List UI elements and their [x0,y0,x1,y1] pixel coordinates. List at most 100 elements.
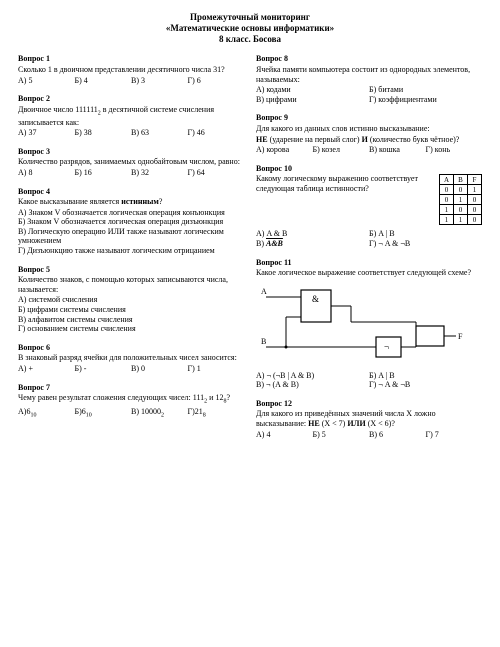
q11-c: В) ¬ (A & B) [256,380,369,390]
q2-a: А) 37 [18,128,75,138]
logic-diagram: A B & ¬ [256,282,482,367]
q7-d: Г)218 [188,407,245,420]
q8-title: Вопрос 8 [256,54,482,64]
q12-b: Б) 5 [313,430,370,440]
q6-text: В знаковый разряд ячейки для положительн… [18,353,244,363]
question-12: Вопрос 12 Для какого из приведённых знач… [256,399,482,439]
question-9: Вопрос 9 Для какого из данных слов истин… [256,113,482,154]
q1-b: Б) 4 [75,76,132,86]
q3-c: В) 32 [131,168,188,178]
q1-c: В) 3 [131,76,188,86]
diag-label-a: A [261,287,267,296]
header: Промежуточный мониторинг «Математические… [18,12,482,44]
q12-a: А) 4 [256,430,313,440]
q6-d: Г) 1 [188,364,245,374]
q9-d: Г) конь [426,145,483,155]
q5-text: Количество знаков, с помощью которых зап… [18,275,244,294]
q4-b: Б) Знаком V обозначается логическая опер… [18,217,244,227]
q5-options: А) системой счисления Б) цифрами системы… [18,295,244,333]
q5-b: Б) цифрами системы счисления [18,305,244,315]
question-6: Вопрос 6 В знаковый разряд ячейки для по… [18,343,244,374]
q10-b: Б) A | B [369,229,482,239]
q10-c: В) A&B [256,239,369,249]
q7-c: В) 100002 [131,407,188,420]
q10-options: А) A & BБ) A | B В) A&B Г) ¬ A & ¬B [256,229,482,248]
q2-c: В) 63 [131,128,188,138]
q4-text: Какое высказывание является истинным? [18,197,244,207]
q10-text: Какому логическому выражению соответству… [256,174,433,193]
q3-a: А) 8 [18,168,75,178]
q4-a: А) Знаком V обозначается логическая опер… [18,208,244,218]
q6-options: А) + Б) - В) 0 Г) 1 [18,364,244,374]
q3-options: А) 8 Б) 16 В) 32 Г) 64 [18,168,244,178]
q2-options: А) 37 Б) 38 В) 63 Г) 46 [18,128,244,138]
question-1: Вопрос 1 Сколько 1 в двоичном представле… [18,54,244,85]
q10-title: Вопрос 10 [256,164,482,174]
q2-d: Г) 46 [188,128,245,138]
title-line-3: 8 класс. Босова [18,34,482,45]
q8-a: А) кодами [256,85,369,95]
q12-text: Для какого из приведённых значений числа… [256,409,482,428]
q10-a: А) A & B [256,229,369,239]
q9-options: А) корова Б) козел В) кошка Г) конь [256,145,482,155]
q12-options: А) 4 Б) 5 В) 6 Г) 7 [256,430,482,440]
q11-b: Б) A | B [369,371,482,381]
q9-title: Вопрос 9 [256,113,482,123]
q3-b: Б) 16 [75,168,132,178]
q11-title: Вопрос 11 [256,258,482,268]
q8-text: Ячейка памяти компьютера состоит из одно… [256,65,482,84]
question-2: Вопрос 2 Двоичное число 1111112 в десяти… [18,94,244,138]
left-column: Вопрос 1 Сколько 1 в двоичном представле… [18,54,244,448]
diag-label-f: F [458,332,463,341]
q7-b: Б)610 [75,407,132,420]
diag-label-b: B [261,337,266,346]
q4-c: В) Логическую операцию ИЛИ также называю… [18,227,244,246]
diag-and: & [312,294,319,304]
q3-text: Количество разрядов, занимаемых однобайт… [18,157,244,167]
q10-d: Г) ¬ A & ¬B [369,239,482,249]
q9-text1: Для какого из данных слов истинно высказ… [256,124,482,134]
q12-c: В) 6 [369,430,426,440]
q3-title: Вопрос 3 [18,147,244,157]
q9-b: Б) козел [313,145,370,155]
q7-a: А)610 [18,407,75,420]
q9-c: В) кошка [369,145,426,155]
q6-c: В) 0 [131,364,188,374]
question-5: Вопрос 5 Количество знаков, с помощью ко… [18,265,244,334]
q1-title: Вопрос 1 [18,54,244,64]
q11-text: Какое логическое выражение соответствует… [256,268,482,278]
q5-a: А) системой счисления [18,295,244,305]
q11-d: Г) ¬ A & ¬B [369,380,482,390]
title-line-1: Промежуточный мониторинг [18,12,482,23]
question-4: Вопрос 4 Какое высказывание является ист… [18,187,244,256]
q5-c: В) алфавитом системы счисления [18,315,244,325]
q11-a: А) ¬ (¬B | A & B) [256,371,369,381]
q4-title: Вопрос 4 [18,187,244,197]
q9-a: А) корова [256,145,313,155]
q9-text2: НЕ (ударение на первый слог) И (количест… [256,135,482,145]
q2-text: Двоичное число 1111112 в десятичной сист… [18,105,244,127]
q5-d: Г) основанием системы счисления [18,324,244,334]
q12-title: Вопрос 12 [256,399,482,409]
truth-table: ABF 001 010 100 110 [439,174,482,225]
q4-d: Г) Дизъюнкцию также называют логическим … [18,246,244,256]
right-column: Вопрос 8 Ячейка памяти компьютера состои… [256,54,482,448]
q12-d: Г) 7 [426,430,483,440]
q5-title: Вопрос 5 [18,265,244,275]
q8-options: А) кодамиБ) битами В) цифрамиГ) коэффици… [256,85,482,104]
q4-options: А) Знаком V обозначается логическая опер… [18,208,244,256]
q8-c: В) цифрами [256,95,369,105]
q6-a: А) + [18,364,75,374]
q3-d: Г) 64 [188,168,245,178]
question-11: Вопрос 11 Какое логическое выражение соо… [256,258,482,390]
columns: Вопрос 1 Сколько 1 в двоичном представле… [18,54,482,448]
q6-b: Б) - [75,364,132,374]
diag-not: ¬ [384,342,389,352]
q1-text: Сколько 1 в двоичном представлении десят… [18,65,244,75]
title-line-2: «Математические основы информатики» [18,23,482,34]
q7-options: А)610 Б)610 В) 100002 Г)218 [18,407,244,420]
q8-b: Б) битами [369,85,482,95]
q7-text: Чему равен результат сложения следующих … [18,393,244,406]
q11-options: А) ¬ (¬B | A & B)Б) A | B В) ¬ (A & B)Г)… [256,371,482,390]
q2-b: Б) 38 [75,128,132,138]
